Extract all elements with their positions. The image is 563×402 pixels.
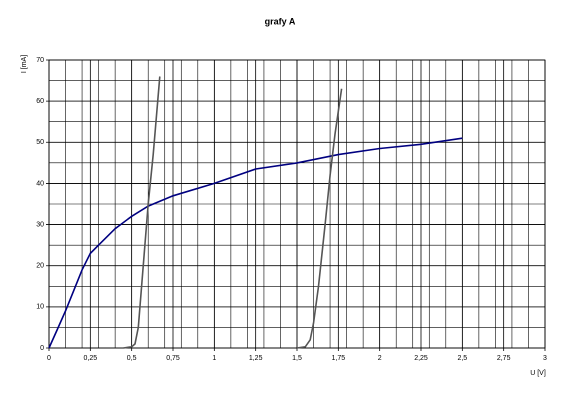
- y-tick-label: 70: [36, 57, 44, 64]
- y-tick-label: 50: [36, 139, 44, 146]
- data-line: [296, 88, 343, 349]
- x-axis-label: U [V]: [530, 370, 546, 377]
- x-tick-label: 2,25: [414, 355, 428, 362]
- x-tick-label: 1,25: [249, 355, 263, 362]
- x-tick-label: 2,5: [457, 355, 467, 362]
- y-tick-label: 20: [36, 263, 44, 270]
- data-line: [123, 76, 161, 349]
- data-line: [48, 137, 463, 349]
- y-tick-label: 0: [40, 345, 44, 352]
- chart-title: grafy A: [265, 16, 296, 26]
- y-tick-label: 30: [36, 221, 44, 228]
- x-tick-label: 3: [543, 355, 547, 362]
- y-tick-label: 10: [36, 304, 44, 311]
- x-tick-label: 2: [378, 355, 382, 362]
- x-tick-label: 0,75: [166, 355, 180, 362]
- x-tick-label: 0,5: [127, 355, 137, 362]
- x-tick-label: 1: [212, 355, 216, 362]
- y-axis-label: I [mA]: [21, 55, 28, 73]
- y-tick-label: 60: [36, 98, 44, 105]
- x-tick-label: 2,75: [497, 355, 511, 362]
- y-tick-label: 40: [36, 180, 44, 187]
- x-tick-label: 1,75: [332, 355, 346, 362]
- x-tick-label: 0,25: [84, 355, 98, 362]
- x-tick-label: 0: [47, 355, 51, 362]
- x-tick-label: 1,5: [292, 355, 302, 362]
